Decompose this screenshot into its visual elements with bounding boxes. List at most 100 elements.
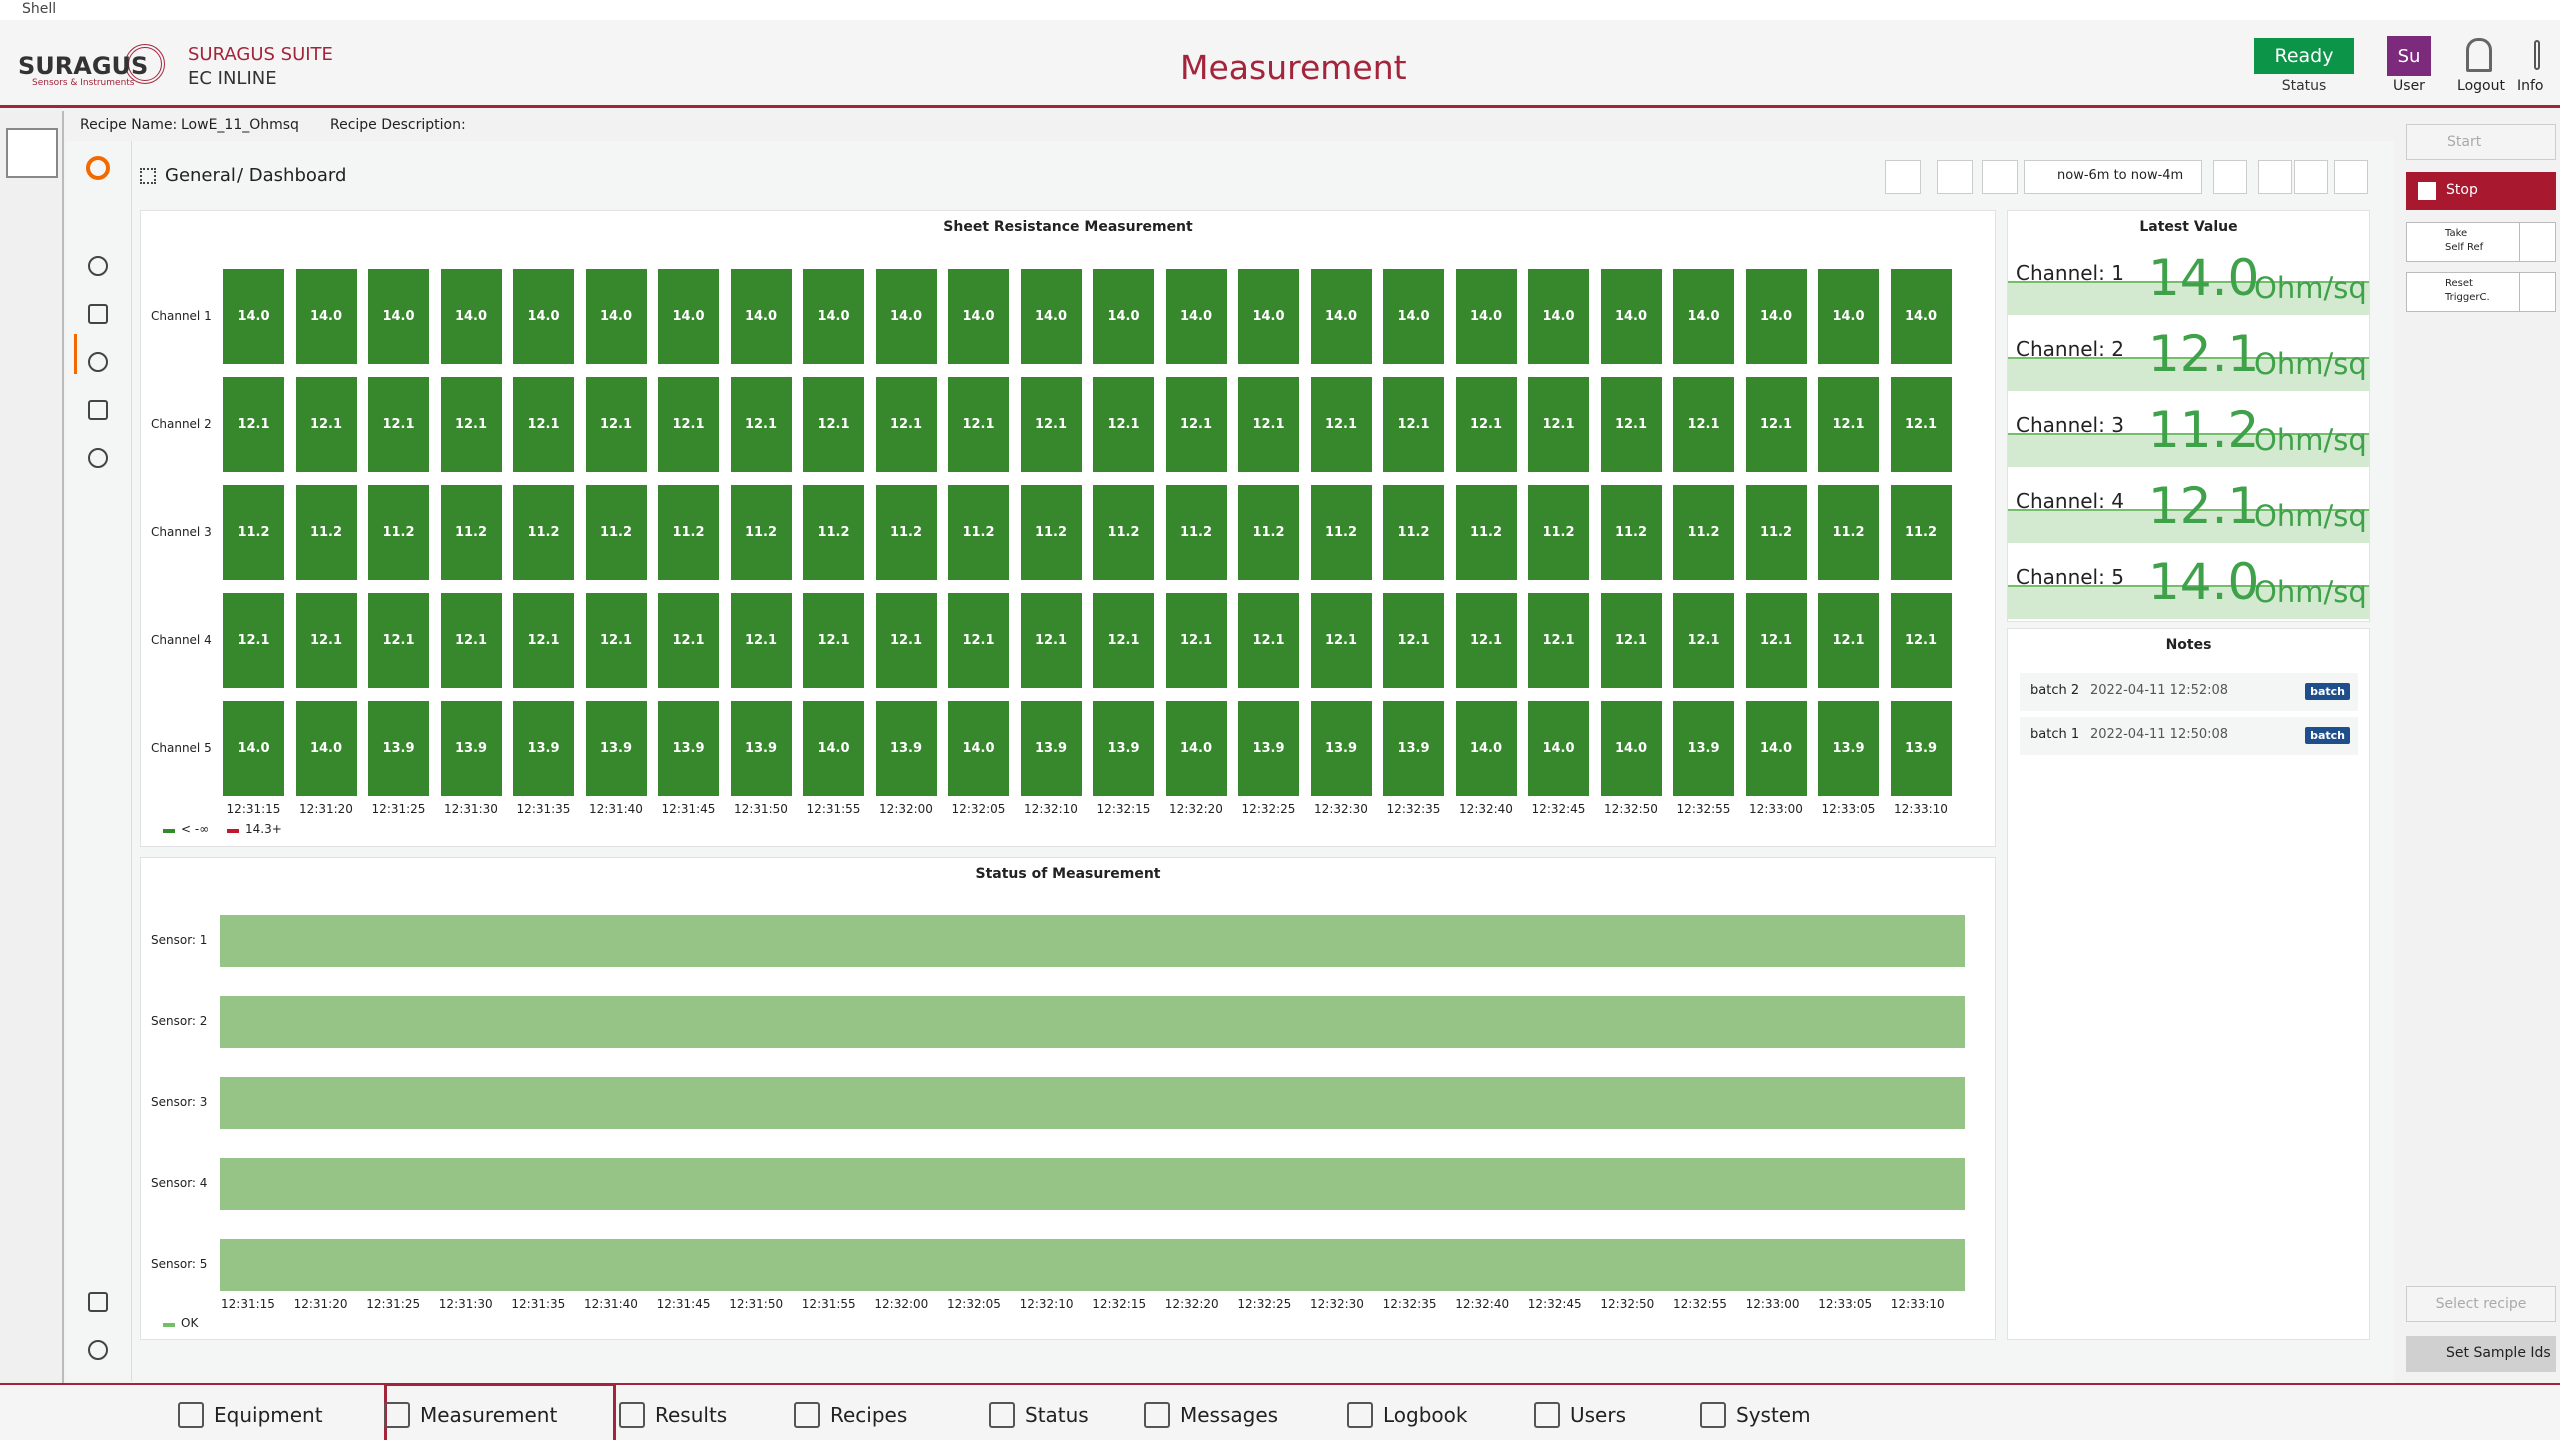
logo-ring [125, 44, 165, 84]
x-tick-label: 12:32:50 [1600, 1297, 1655, 1311]
legend-label[interactable]: 14.3+ [245, 822, 282, 836]
sidebar-icon[interactable] [88, 256, 108, 276]
set-sample-button[interactable]: Set Sample Ids [2406, 1336, 2556, 1372]
tab-icon[interactable] [1347, 1402, 1373, 1428]
toolbar-button[interactable] [2213, 160, 2247, 194]
heatmap-cell: 11.2 [730, 485, 792, 580]
product: EC INLINE [188, 68, 277, 89]
rail-icon[interactable] [6, 128, 58, 178]
panel-title: Notes [2165, 637, 2212, 653]
control-button[interactable]: Take Self Ref [2406, 222, 2556, 262]
sidebar-icon[interactable] [88, 448, 108, 468]
toolbar-button[interactable] [1982, 160, 2018, 194]
tab[interactable]: Recipes [830, 1403, 908, 1427]
tab[interactable]: Status [1025, 1403, 1089, 1427]
sidebar-icon[interactable] [88, 304, 108, 324]
x-tick-label: 12:32:40 [1455, 1297, 1510, 1311]
breadcrumb-folder[interactable]: General [165, 165, 236, 186]
heatmap-cell: 12.1 [1165, 593, 1227, 688]
x-tick-label: 12:33:05 [1821, 802, 1876, 816]
heatmap-cell: 13.9 [658, 701, 719, 796]
tab[interactable]: Measurement [420, 1403, 558, 1427]
recipe-name-label: Recipe Name: [80, 117, 178, 133]
time-picker[interactable]: now-6m to now-4m [2024, 160, 2202, 194]
tab-icon[interactable] [794, 1402, 820, 1428]
legend-label[interactable]: OK [181, 1316, 199, 1330]
user-badge[interactable]: Su [2387, 36, 2431, 76]
toolbar-button[interactable] [2258, 160, 2292, 194]
heatmap-cell: 14.0 [1600, 269, 1662, 364]
heatmap-cell: 12.1 [440, 593, 502, 688]
tab[interactable]: Users [1570, 1403, 1627, 1427]
status-bar [220, 1239, 1965, 1291]
toolbar-button[interactable] [1885, 160, 1921, 194]
tab-icon[interactable] [178, 1402, 204, 1428]
heatmap-cell: 14.0 [803, 701, 864, 796]
toolbar-button[interactable] [2334, 160, 2368, 194]
tab[interactable]: Messages [1180, 1403, 1279, 1427]
notes-panel: Notes batch 2 2022-04-11 12:52:08 batch batc… [2007, 628, 2370, 1340]
heatmap-cell: 11.2 [223, 485, 284, 580]
tab-icon[interactable] [1700, 1402, 1726, 1428]
select-recipe-button[interactable]: Select recipe [2406, 1286, 2556, 1322]
x-tick-label: 12:32:15 [1096, 802, 1151, 816]
tab[interactable]: System [1736, 1403, 1811, 1427]
start-button[interactable]: Start [2406, 124, 2556, 160]
grafana-logo[interactable] [86, 156, 110, 180]
recipe-name: LowE_11_Ohmsq [181, 117, 299, 133]
heatmap-cell: 11.2 [1818, 485, 1879, 580]
latest-value: 12.1 [2148, 477, 2260, 535]
legend-label[interactable]: < -∞ [181, 822, 210, 836]
sidebar-icon[interactable] [88, 400, 108, 420]
x-tick-label: 12:33:10 [1894, 802, 1948, 816]
heatmap-cell: 11.2 [1528, 485, 1589, 580]
note-tag: batch [2305, 727, 2350, 744]
tab[interactable]: Equipment [214, 1403, 323, 1427]
control-text: Take [2445, 228, 2468, 239]
heatmap-cell: 14.0 [440, 269, 502, 364]
sidebar-icon[interactable] [88, 1292, 108, 1312]
stop-button[interactable]: Stop [2406, 172, 2556, 210]
row-label: Sensor: 3 [151, 1095, 208, 1109]
heatmap-cell: 11.2 [1093, 485, 1154, 580]
heatmap-cell: 11.2 [1600, 485, 1662, 580]
logout-icon[interactable] [2466, 38, 2492, 72]
heatmap-cell: 13.9 [1890, 701, 1952, 796]
dropdown-divider [2519, 273, 2520, 311]
sidebar-icon[interactable] [88, 352, 108, 372]
tab-icon[interactable] [1144, 1402, 1170, 1428]
heatmap-cell: 12.1 [295, 593, 357, 688]
x-tick-label: 12:32:10 [1024, 802, 1078, 816]
tab-icon[interactable] [1534, 1402, 1560, 1428]
x-tick-label: 12:32:00 [874, 1297, 929, 1311]
control-button[interactable]: Reset TriggerC. [2406, 272, 2556, 312]
info-label: Info [2517, 78, 2544, 94]
heatmap-cell: 11.2 [513, 485, 574, 580]
heatmap-cell: 14.0 [803, 269, 864, 364]
tab[interactable]: Results [655, 1403, 728, 1427]
note-item[interactable]: batch 1 2022-04-11 12:50:08 batch [2020, 717, 2358, 755]
tab-icon[interactable] [384, 1402, 410, 1428]
sidebar-icon[interactable] [88, 1340, 108, 1360]
heatmap-cell: 13.9 [1383, 701, 1444, 796]
toolbar-button[interactable] [1937, 160, 1973, 194]
info-icon[interactable] [2534, 40, 2540, 70]
tab-icon[interactable] [989, 1402, 1015, 1428]
tab-icon[interactable] [619, 1402, 645, 1428]
heatmap-cell: 12.1 [295, 377, 357, 472]
tab[interactable]: Logbook [1383, 1403, 1468, 1427]
toolbar-button[interactable] [2294, 160, 2328, 194]
note-item[interactable]: batch 2 2022-04-11 12:52:08 batch [2020, 673, 2358, 711]
x-tick-label: 12:33:10 [1890, 1297, 1945, 1311]
x-tick-label: 12:33:05 [1818, 1297, 1873, 1311]
x-tick-label: 12:31:55 [806, 802, 861, 816]
heatmap-cell: 12.1 [585, 377, 647, 472]
x-tick-label: 12:32:25 [1237, 1297, 1292, 1311]
x-tick-label: 12:31:35 [511, 1297, 566, 1311]
x-tick-label: 12:31:40 [589, 802, 643, 816]
heatmap-cell: 12.1 [1310, 593, 1372, 688]
grafana-sidebar [66, 141, 132, 1381]
row-label: Channel 1 [151, 308, 212, 323]
heatmap-cell: 12.1 [1600, 377, 1662, 472]
breadcrumb-dashboard[interactable]: / Dashboard [237, 165, 347, 186]
